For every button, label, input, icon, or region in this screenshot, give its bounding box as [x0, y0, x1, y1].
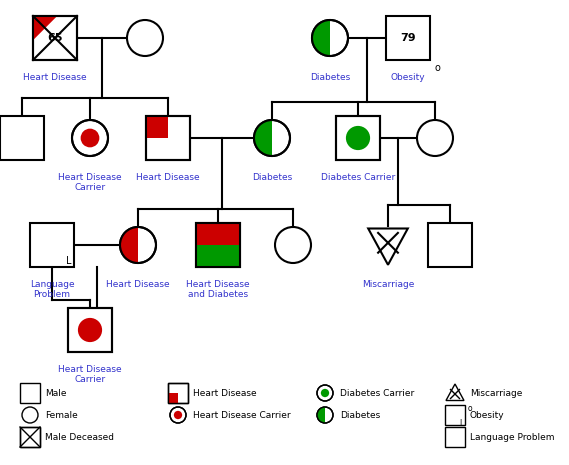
Circle shape: [170, 407, 186, 423]
Bar: [146, 116, 190, 160]
Text: Obesity: Obesity: [470, 411, 505, 419]
Bar: [445, 405, 465, 425]
Text: Heart Disease: Heart Disease: [23, 73, 87, 82]
Bar: [196, 223, 240, 245]
Text: Heart Disease: Heart Disease: [106, 280, 170, 289]
Circle shape: [120, 227, 156, 263]
Bar: [168, 383, 188, 403]
Text: Diabetes: Diabetes: [340, 411, 380, 419]
Text: Male: Male: [45, 388, 67, 398]
Bar: [30, 223, 74, 267]
Bar: [33, 16, 77, 60]
Text: Heart Disease
Carrier: Heart Disease Carrier: [58, 365, 122, 385]
Text: Diabetes: Diabetes: [310, 73, 350, 82]
Circle shape: [22, 407, 38, 423]
Text: 79: 79: [400, 33, 416, 43]
Polygon shape: [168, 393, 178, 403]
Circle shape: [275, 227, 311, 263]
Bar: [33, 16, 77, 60]
Bar: [168, 383, 188, 403]
Text: Heart Disease Carrier: Heart Disease Carrier: [193, 411, 291, 419]
Text: Diabetes Carrier: Diabetes Carrier: [321, 173, 395, 182]
Wedge shape: [120, 227, 138, 263]
Circle shape: [72, 120, 108, 156]
Bar: [445, 427, 465, 447]
Polygon shape: [446, 384, 464, 400]
Text: Obesity: Obesity: [391, 73, 425, 82]
Text: Heart Disease
Carrier: Heart Disease Carrier: [58, 173, 122, 193]
Text: Diabetes Carrier: Diabetes Carrier: [340, 388, 414, 398]
Circle shape: [317, 385, 333, 401]
Bar: [196, 223, 240, 267]
Text: Male Deceased: Male Deceased: [45, 432, 114, 441]
Text: Heart Disease: Heart Disease: [136, 173, 200, 182]
Polygon shape: [146, 116, 168, 138]
Bar: [20, 427, 40, 447]
Circle shape: [312, 20, 348, 56]
Polygon shape: [368, 228, 408, 265]
Circle shape: [317, 407, 333, 423]
Text: Language
Problem: Language Problem: [30, 280, 75, 299]
Bar: [336, 116, 380, 160]
Circle shape: [78, 318, 102, 342]
Circle shape: [321, 389, 329, 397]
Bar: [20, 427, 40, 447]
Text: Heart Disease: Heart Disease: [193, 388, 257, 398]
Bar: [20, 383, 40, 403]
Text: o: o: [435, 63, 441, 73]
Text: Language Problem: Language Problem: [470, 432, 555, 441]
Circle shape: [254, 120, 290, 156]
Text: L: L: [67, 256, 72, 266]
Bar: [0, 116, 44, 160]
Circle shape: [127, 20, 163, 56]
Circle shape: [346, 126, 370, 150]
Text: Heart Disease
and Diabetes: Heart Disease and Diabetes: [186, 280, 250, 299]
Bar: [386, 16, 430, 60]
Wedge shape: [254, 120, 272, 156]
Text: L: L: [460, 419, 464, 428]
Bar: [196, 245, 240, 267]
Text: Female: Female: [45, 411, 78, 419]
Circle shape: [417, 120, 453, 156]
Text: 65: 65: [47, 33, 63, 43]
Polygon shape: [33, 16, 57, 40]
Wedge shape: [317, 407, 325, 423]
Circle shape: [174, 411, 182, 419]
Bar: [336, 116, 380, 160]
Bar: [68, 308, 112, 352]
Bar: [196, 223, 240, 267]
Wedge shape: [312, 20, 330, 56]
Text: o: o: [468, 404, 473, 413]
Text: Miscarriage: Miscarriage: [362, 280, 414, 289]
Circle shape: [81, 129, 100, 147]
Text: Diabetes: Diabetes: [252, 173, 292, 182]
Bar: [68, 308, 112, 352]
Bar: [428, 223, 472, 267]
Text: Miscarriage: Miscarriage: [470, 388, 522, 398]
Bar: [146, 116, 190, 160]
